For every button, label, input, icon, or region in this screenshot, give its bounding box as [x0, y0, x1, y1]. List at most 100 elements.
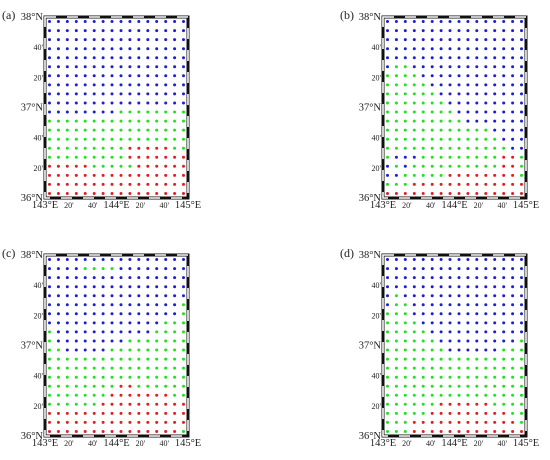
cluster-1-point — [502, 38, 506, 42]
cluster-1-point — [128, 258, 132, 261]
cluster-2-point — [101, 146, 105, 150]
cluster-3-point — [173, 192, 177, 195]
cluster-1-point — [146, 267, 150, 271]
cluster-1-point — [155, 47, 159, 51]
cluster-1-point — [164, 294, 168, 298]
cluster-2-point — [182, 339, 185, 343]
cluster-1-point — [520, 47, 523, 51]
cluster-2-point — [164, 357, 168, 361]
cluster-2-point — [439, 393, 443, 397]
cluster-2-point — [493, 155, 497, 159]
cluster-1-point — [173, 56, 177, 60]
cluster-2-point — [421, 357, 425, 361]
cluster-1-point — [83, 339, 87, 343]
cluster-3-point — [128, 384, 132, 388]
cluster-1-point — [502, 83, 506, 87]
cluster-1-point — [457, 276, 461, 280]
cluster-3-point — [412, 192, 416, 195]
cluster-1-point — [394, 47, 398, 51]
cluster-1-point — [502, 312, 506, 316]
cluster-1-point — [155, 56, 159, 60]
cluster-1-point — [182, 56, 185, 60]
cluster-1-point — [430, 258, 434, 261]
cluster-2-point — [56, 366, 60, 370]
cluster-1-point — [173, 285, 177, 289]
cluster-2-point — [92, 164, 96, 168]
cluster-1-point — [520, 258, 523, 261]
cluster-3-point — [182, 164, 185, 168]
cluster-3-point — [457, 182, 461, 186]
cluster-3-point — [439, 411, 443, 415]
cluster-1-point — [110, 56, 114, 60]
cluster-1-point — [48, 294, 51, 298]
cluster-1-point — [92, 339, 96, 343]
cluster-2-point — [412, 357, 416, 361]
cluster-1-point — [48, 321, 51, 325]
cluster-2-point — [421, 119, 425, 123]
cluster-2-point — [48, 366, 51, 370]
cluster-3-point — [457, 173, 461, 177]
cluster-1-point — [475, 92, 479, 96]
cluster-2-point — [110, 137, 114, 141]
cluster-1-point — [439, 29, 443, 33]
cluster-2-point — [182, 321, 185, 325]
cluster-1-point — [92, 110, 96, 114]
cluster-1-point — [466, 92, 470, 96]
cluster-2-point — [412, 330, 416, 334]
cluster-2-point — [386, 83, 389, 87]
lon-tick-label: 144°E — [441, 438, 467, 449]
cluster-1-point — [56, 29, 60, 33]
cluster-1-point — [457, 65, 461, 69]
cluster-1-point — [56, 339, 60, 343]
cluster-3-point — [128, 146, 132, 150]
cluster-1-point — [457, 267, 461, 271]
cluster-3-point — [448, 420, 452, 424]
cluster-2-point — [386, 321, 389, 325]
cluster-2-point — [430, 110, 434, 114]
cluster-1-point — [74, 56, 78, 60]
cluster-3-point — [146, 146, 150, 150]
cluster-1-point — [430, 312, 434, 316]
cluster-1-point — [430, 276, 434, 280]
lon-tick-label: 20' — [136, 439, 146, 448]
cluster-1-point — [466, 321, 470, 325]
cluster-1-point — [110, 321, 114, 325]
cluster-1-point — [511, 56, 515, 60]
cluster-1-point — [101, 92, 105, 96]
cluster-1-point — [74, 276, 78, 280]
cluster-2-point — [403, 312, 407, 316]
cluster-2-point — [48, 402, 51, 406]
cluster-2-point — [83, 384, 87, 388]
cluster-1-point — [155, 83, 159, 87]
lon-tick-label: 20' — [474, 439, 484, 448]
cluster-2-point — [439, 366, 443, 370]
cluster-3-point — [457, 402, 461, 406]
cluster-1-point — [173, 101, 177, 105]
cluster-2-point — [421, 92, 425, 96]
cluster-1-point — [448, 312, 452, 316]
cluster-2-point — [421, 348, 425, 352]
cluster-3-point — [493, 173, 497, 177]
lon-tick-label: 40' — [88, 201, 98, 210]
cluster-2-point — [386, 155, 389, 159]
cluster-1-point — [119, 285, 123, 289]
cluster-2-point — [173, 119, 177, 123]
cluster-2-point — [110, 155, 114, 159]
cluster-2-point — [56, 348, 60, 352]
cluster-2-point — [412, 321, 416, 325]
cluster-1-point — [83, 56, 87, 60]
cluster-3-point — [511, 192, 515, 195]
cluster-2-point — [502, 366, 506, 370]
cluster-1-point — [421, 294, 425, 298]
cluster-1-point — [110, 294, 114, 298]
cluster-1-point — [511, 303, 515, 307]
cluster-1-point — [457, 92, 461, 96]
cluster-2-point — [484, 155, 488, 159]
cluster-1-point — [430, 83, 434, 87]
cluster-1-point — [493, 110, 497, 114]
cluster-1-point — [146, 29, 150, 33]
cluster-1-point — [484, 276, 488, 280]
lon-tick-label: 145°E — [175, 200, 201, 211]
cluster-1-point — [475, 339, 479, 343]
